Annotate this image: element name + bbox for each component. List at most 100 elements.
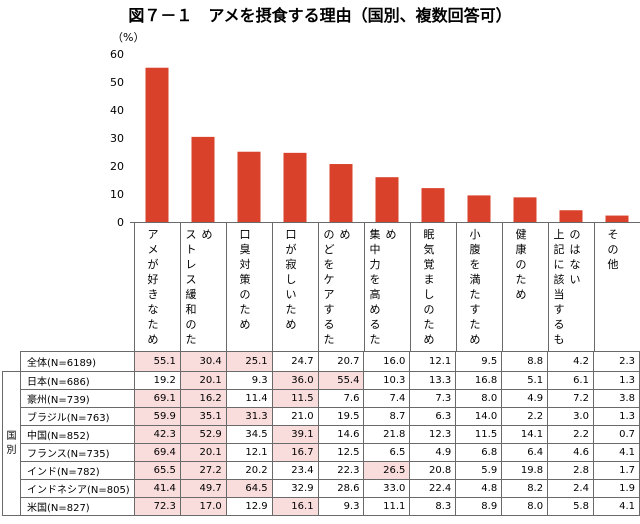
svg-text:る: る: [324, 318, 335, 331]
svg-text:し: し: [424, 288, 435, 301]
svg-text:い: い: [286, 288, 297, 301]
table-cell: 69.1: [133, 389, 181, 408]
svg-text:好: 好: [148, 272, 159, 286]
table-cell: 2.2: [547, 425, 594, 444]
y-tick-label: 60: [110, 48, 124, 61]
svg-text:の: の: [424, 303, 435, 316]
table-cell: 20.7: [317, 351, 365, 372]
table-cell: 6.4: [501, 443, 549, 462]
bar: [421, 188, 445, 222]
table-row: フランス(N=735) 69.4 20.1 12.1 16.7 12.5 6.5 4.9 6.8…: [3, 443, 640, 462]
table-cell: 1.3: [592, 407, 640, 426]
y-tick-label: 20: [110, 160, 124, 173]
svg-text:し: し: [286, 273, 297, 286]
svg-text:ま: ま: [424, 273, 435, 286]
row-label: フランス(N=735): [19, 443, 135, 462]
table-cell: 42.3: [133, 425, 181, 444]
svg-text:を: を: [370, 273, 381, 286]
table-cell: 11.4: [225, 389, 273, 408]
svg-text:が: が: [286, 242, 297, 256]
table-cell: 39.1: [271, 425, 319, 444]
group-label: 国別: [2, 371, 21, 516]
svg-text:高: 高: [370, 287, 381, 301]
svg-text:眠: 眠: [424, 228, 435, 241]
bar: [283, 152, 307, 222]
table-cell: 6.8: [455, 443, 503, 462]
svg-text:た: た: [370, 333, 381, 346]
svg-text:口: 口: [286, 228, 297, 241]
svg-text:る: る: [370, 318, 381, 331]
svg-text:な: な: [148, 303, 159, 316]
y-tick-label: 40: [110, 104, 124, 117]
table-cell: 2.2: [501, 407, 549, 426]
table-cell: 11.5: [271, 389, 319, 408]
table-cell: 4.9: [409, 443, 457, 462]
svg-text:覚: 覚: [424, 258, 435, 271]
chart-title: 図７－１ アメを摂食する理由（国別、複数回答可）: [128, 6, 512, 25]
table-cell: 59.9: [133, 407, 181, 426]
table-cell: 8.0: [501, 497, 549, 516]
svg-text:め: め: [516, 288, 527, 301]
svg-text:た: た: [470, 318, 481, 331]
bar: [605, 215, 629, 222]
table-row: インドネシア(N=805) 41.4 49.7 64.5 32.9 28.6 33.0 22.…: [3, 479, 640, 498]
bar: [467, 195, 491, 222]
table-cell: 8.7: [363, 407, 411, 426]
table-cell: 55.1: [133, 351, 181, 372]
svg-text:そ: そ: [608, 228, 619, 241]
svg-text:が: が: [148, 257, 159, 271]
bar: [559, 210, 583, 222]
table-cell: 28.6: [317, 479, 365, 498]
table-cell: 20.1: [179, 371, 227, 390]
svg-text:ス: ス: [186, 273, 197, 286]
svg-text:ト: ト: [186, 243, 197, 256]
svg-text:の: の: [240, 288, 251, 301]
table-cell: 22.4: [409, 479, 457, 498]
table-cell: 69.4: [133, 443, 181, 462]
table-cell: 12.5: [317, 443, 365, 462]
svg-text:気: 気: [424, 242, 435, 256]
table-row: 中国(N=852) 42.3 52.9 34.5 39.1 14.6 21.8 12.3 11.…: [3, 425, 640, 444]
table-cell: 1.9: [592, 479, 640, 498]
table-cell: 20.1: [179, 443, 227, 462]
table-cell: 6.3: [409, 407, 457, 426]
svg-text:他: 他: [608, 258, 619, 271]
table-cell: 17.0: [179, 497, 227, 516]
svg-text:レ: レ: [186, 258, 197, 271]
svg-text:め: め: [202, 228, 213, 241]
svg-text:上: 上: [554, 228, 565, 241]
row-label: 日本(N=686): [19, 371, 135, 390]
svg-text:策: 策: [240, 272, 251, 286]
table-cell: 21.0: [271, 407, 319, 426]
svg-text:メ: メ: [148, 243, 159, 256]
svg-text:を: を: [324, 258, 335, 271]
svg-text:い: い: [570, 273, 581, 286]
svg-text:ど: ど: [324, 243, 335, 256]
table-cell: 14.1: [501, 425, 549, 444]
svg-text:記: 記: [554, 242, 565, 256]
bars: [145, 67, 629, 222]
svg-text:す: す: [470, 303, 481, 316]
table-cell: 49.7: [179, 479, 227, 498]
svg-text:た: た: [470, 288, 481, 301]
table-cell: 12.1: [225, 443, 273, 462]
table-row: ブラジル(N=763) 59.9 35.1 31.3 21.0 19.5 8.7 6.3 14.…: [3, 407, 640, 426]
table-cell: 33.0: [363, 479, 411, 498]
table-cell: 30.4: [179, 351, 227, 372]
svg-text:に: に: [554, 258, 565, 271]
svg-text:の: の: [186, 318, 197, 331]
bar: [513, 197, 537, 222]
row-label: インド(N=782): [19, 461, 135, 480]
table-cell: 19.5: [317, 407, 365, 426]
svg-text:た: た: [240, 303, 251, 316]
svg-text:た: た: [424, 318, 435, 331]
svg-text:の: の: [324, 228, 335, 241]
table-cell: 3.8: [592, 389, 640, 408]
svg-text:臭: 臭: [240, 242, 251, 256]
svg-text:満: 満: [470, 273, 481, 286]
table-cell: 16.2: [179, 389, 227, 408]
